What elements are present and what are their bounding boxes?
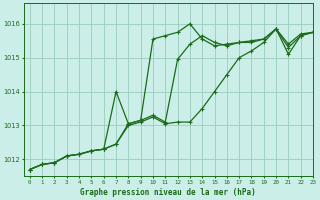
X-axis label: Graphe pression niveau de la mer (hPa): Graphe pression niveau de la mer (hPa) bbox=[81, 188, 256, 197]
